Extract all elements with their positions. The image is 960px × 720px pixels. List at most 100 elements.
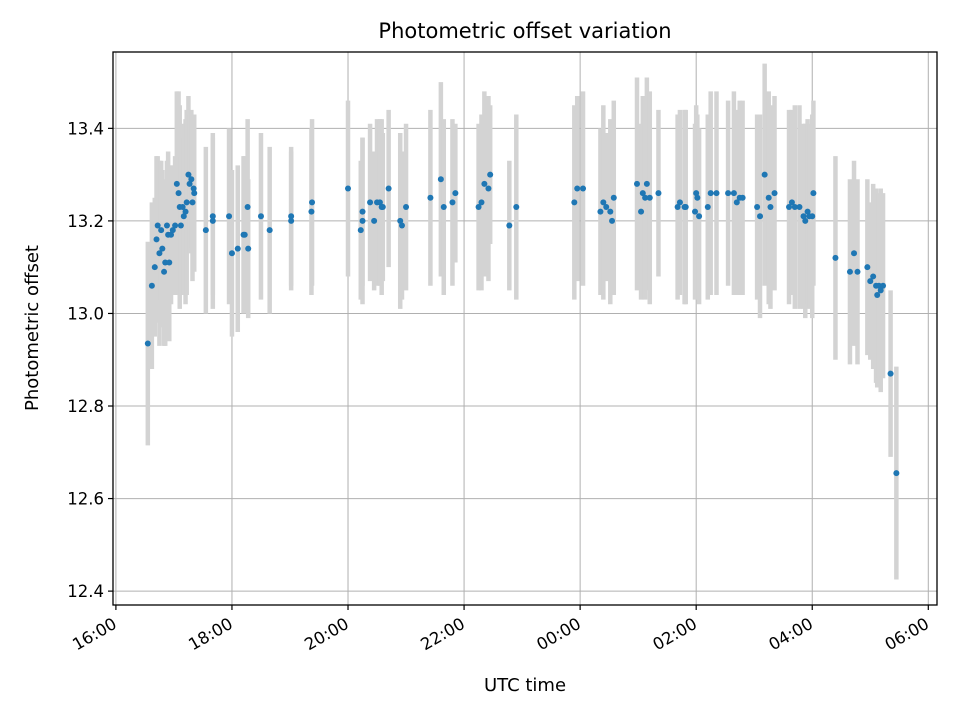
- data-point: [266, 227, 273, 234]
- y-tick-label: 13.2: [67, 212, 104, 231]
- data-point: [188, 176, 195, 183]
- data-point: [345, 185, 352, 192]
- data-point: [144, 340, 151, 347]
- data-point: [153, 236, 160, 243]
- data-point: [308, 208, 315, 215]
- data-point: [475, 204, 482, 211]
- data-point: [757, 213, 764, 220]
- data-point: [163, 222, 170, 229]
- data-point: [180, 213, 187, 220]
- data-point: [288, 213, 295, 220]
- x-axis-label: UTC time: [484, 675, 566, 696]
- data-point: [674, 204, 681, 211]
- data-point: [245, 245, 252, 252]
- data-point: [810, 190, 817, 197]
- data-point: [713, 190, 720, 197]
- data-point: [580, 185, 587, 192]
- data-point: [874, 291, 881, 298]
- data-point: [725, 190, 732, 197]
- data-point: [864, 264, 871, 271]
- data-point: [175, 190, 182, 197]
- data-point: [309, 199, 316, 206]
- data-point: [452, 190, 459, 197]
- data-point: [154, 222, 161, 229]
- data-point: [704, 204, 711, 211]
- data-point: [257, 213, 264, 220]
- data-point: [809, 213, 816, 220]
- data-point: [427, 194, 434, 201]
- data-point: [707, 190, 714, 197]
- y-axis-ticks: 12.4 12.6 12.8 13.0 13.2 13.4: [67, 119, 113, 601]
- data-point: [159, 245, 166, 252]
- data-point: [854, 268, 861, 275]
- data-point: [730, 190, 737, 197]
- data-point: [371, 217, 378, 224]
- data-point: [161, 268, 168, 275]
- data-point: [867, 278, 874, 285]
- data-point: [385, 185, 392, 192]
- data-point: [168, 231, 175, 238]
- data-point: [610, 194, 617, 201]
- data-point: [804, 208, 811, 215]
- data-point: [694, 194, 701, 201]
- data-point: [241, 231, 248, 238]
- data-point: [182, 208, 189, 215]
- data-point: [754, 204, 761, 211]
- y-tick-label: 13.0: [67, 304, 104, 323]
- data-point: [228, 250, 235, 257]
- data-point: [158, 227, 165, 234]
- data-point: [357, 227, 364, 234]
- data-point: [655, 190, 662, 197]
- data-point: [183, 199, 190, 206]
- y-tick-label: 13.4: [67, 119, 104, 138]
- data-point: [802, 217, 809, 224]
- data-point: [696, 213, 703, 220]
- data-point: [379, 204, 386, 211]
- data-point: [437, 176, 444, 183]
- data-point: [791, 204, 798, 211]
- data-point: [179, 204, 186, 211]
- data-point: [800, 213, 807, 220]
- data-point: [880, 282, 887, 289]
- data-point: [682, 204, 689, 211]
- data-point: [761, 171, 768, 178]
- data-point: [398, 222, 405, 229]
- data-point: [185, 171, 192, 178]
- data-point: [633, 180, 640, 187]
- data-point: [288, 217, 295, 224]
- y-tick-label: 12.6: [67, 490, 104, 509]
- data-point: [607, 208, 614, 215]
- data-point: [226, 213, 233, 220]
- data-point: [767, 204, 774, 211]
- data-point: [893, 470, 900, 477]
- data-point: [202, 227, 209, 234]
- data-points: [144, 171, 900, 477]
- data-point: [440, 204, 447, 211]
- data-point: [643, 180, 650, 187]
- data-point: [609, 217, 616, 224]
- data-point: [870, 273, 877, 280]
- data-point: [177, 222, 184, 229]
- data-point: [487, 171, 494, 178]
- data-point: [186, 180, 193, 187]
- data-point: [244, 204, 251, 211]
- data-point: [832, 254, 839, 261]
- data-point: [796, 204, 803, 211]
- data-point: [851, 250, 858, 257]
- data-point: [692, 208, 699, 215]
- data-point: [403, 204, 410, 211]
- data-point: [359, 217, 366, 224]
- plot-frame: [112, 51, 938, 606]
- data-point: [574, 185, 581, 192]
- data-point: [771, 190, 778, 197]
- data-point: [739, 194, 746, 201]
- chart-title: Photometric offset variation: [378, 19, 671, 43]
- data-point: [190, 185, 197, 192]
- data-point: [676, 199, 683, 206]
- data-point: [600, 199, 607, 206]
- data-point: [151, 264, 158, 271]
- data-point: [887, 370, 894, 377]
- data-point: [481, 180, 488, 187]
- data-point: [603, 204, 610, 211]
